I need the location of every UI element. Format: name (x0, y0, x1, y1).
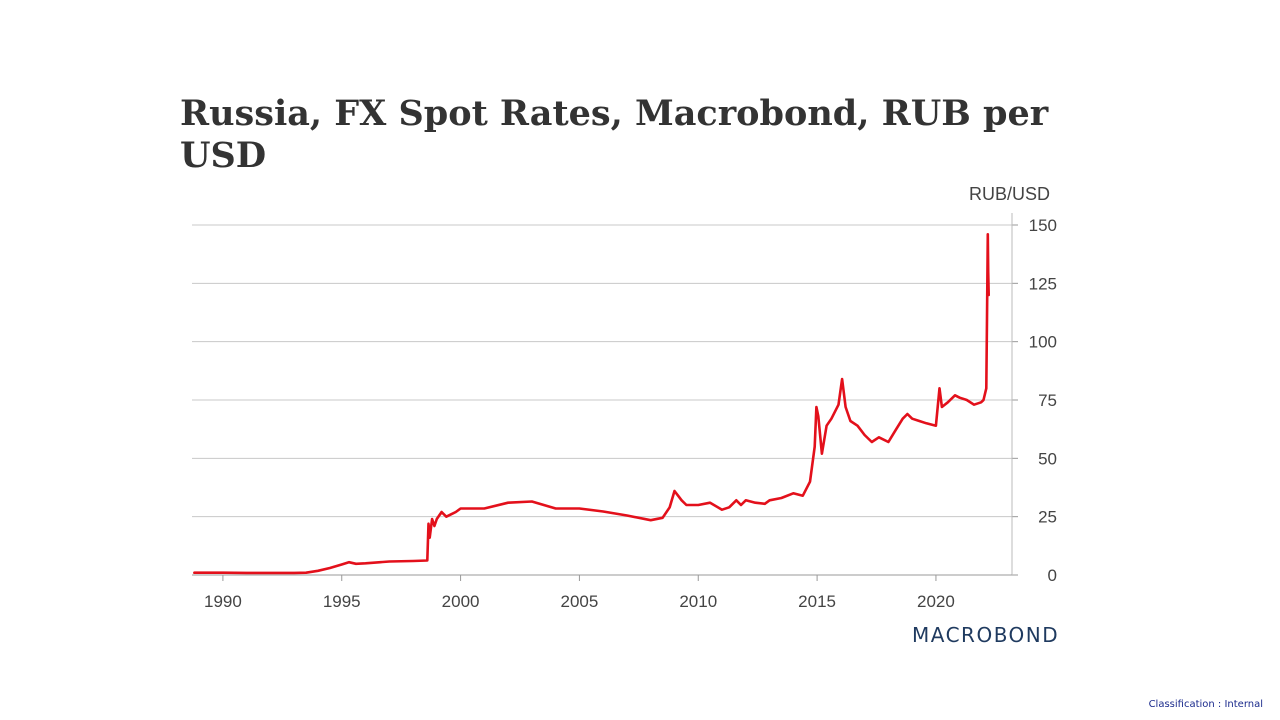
tick-labels: 0 25 50 75 100 125 150 1990 1995 2000 2005 2010 2015… (204, 216, 1057, 611)
x-tick-label: 1990 (204, 592, 242, 611)
macrobond-logo: MACROBOND (912, 623, 1060, 647)
series-layer (193, 233, 991, 575)
y-tick-label: 25 (1038, 508, 1057, 527)
chart-title: Russia, FX Spot Rates, Macrobond, RUB pe… (180, 93, 1049, 176)
y-tick-label: 0 (1048, 566, 1057, 585)
series-line-rub-usd (193, 233, 991, 575)
y-tick-label: 50 (1038, 449, 1057, 468)
x-tick-label: 1995 (323, 592, 361, 611)
grid-lines (192, 224, 1012, 576)
x-tick-label: 2005 (561, 592, 599, 611)
axes (192, 213, 1018, 581)
x-tick-label: 2020 (917, 592, 955, 611)
y-tick-label: 100 (1029, 333, 1057, 352)
classification-label: Classification : Internal (1148, 699, 1263, 710)
y-tick-label: 75 (1038, 391, 1057, 410)
y-tick-label: 125 (1029, 274, 1057, 293)
x-tick-label: 2000 (442, 592, 480, 611)
x-tick-label: 2015 (798, 592, 836, 611)
y-axis-unit-label: RUB/USD (968, 184, 1050, 204)
y-tick-label: 150 (1029, 216, 1057, 235)
x-tick-label: 2010 (679, 592, 717, 611)
